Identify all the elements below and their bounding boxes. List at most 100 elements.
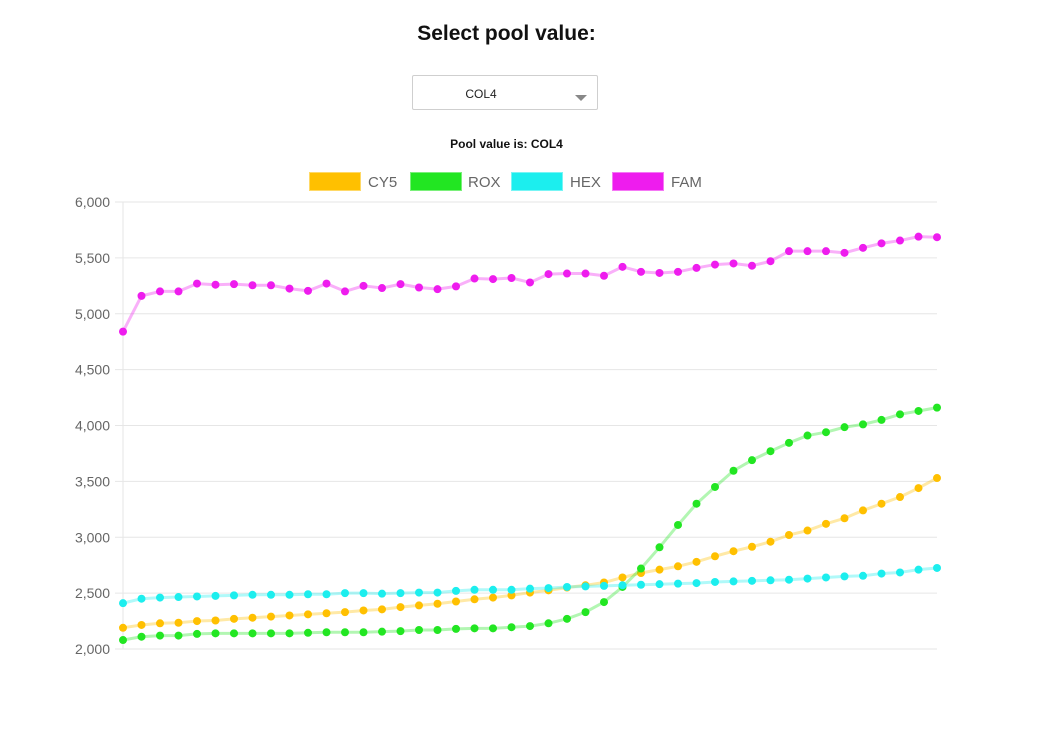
data-point[interactable]: [137, 632, 146, 641]
data-point[interactable]: [600, 271, 608, 280]
data-point[interactable]: [507, 591, 516, 600]
data-point[interactable]: [396, 280, 405, 289]
data-point[interactable]: [507, 623, 516, 632]
data-point[interactable]: [803, 526, 812, 535]
data-point[interactable]: [896, 236, 904, 245]
data-point[interactable]: [655, 268, 664, 277]
data-point[interactable]: [267, 629, 275, 638]
data-point[interactable]: [507, 585, 516, 594]
data-point[interactable]: [711, 260, 719, 269]
data-point[interactable]: [729, 547, 738, 556]
data-point[interactable]: [211, 616, 220, 625]
data-point[interactable]: [378, 589, 386, 598]
data-point[interactable]: [692, 499, 701, 508]
data-point[interactable]: [526, 278, 534, 287]
data-point[interactable]: [729, 259, 738, 268]
data-point[interactable]: [711, 577, 719, 586]
data-point[interactable]: [933, 474, 941, 483]
data-point[interactable]: [359, 589, 368, 598]
legend-item-rox[interactable]: ROX: [410, 172, 501, 191]
legend-item-cy5[interactable]: CY5: [309, 172, 397, 191]
data-point[interactable]: [156, 287, 164, 296]
data-point[interactable]: [267, 590, 275, 599]
data-point[interactable]: [174, 287, 183, 296]
data-point[interactable]: [211, 629, 220, 638]
data-point[interactable]: [452, 282, 460, 291]
data-point[interactable]: [637, 267, 645, 276]
data-point[interactable]: [859, 571, 867, 580]
data-point[interactable]: [322, 590, 331, 599]
data-point[interactable]: [600, 581, 608, 590]
data-point[interactable]: [729, 466, 738, 475]
data-point[interactable]: [859, 243, 867, 252]
data-point[interactable]: [211, 591, 220, 600]
data-point[interactable]: [563, 582, 571, 591]
data-point[interactable]: [840, 423, 849, 432]
data-point[interactable]: [267, 281, 275, 290]
data-point[interactable]: [433, 285, 442, 294]
data-point[interactable]: [378, 284, 386, 293]
data-point[interactable]: [137, 620, 146, 629]
data-point[interactable]: [193, 629, 201, 638]
data-point[interactable]: [119, 327, 127, 336]
data-point[interactable]: [322, 609, 331, 618]
data-point[interactable]: [840, 248, 849, 257]
data-point[interactable]: [396, 627, 405, 636]
data-point[interactable]: [156, 619, 164, 628]
data-point[interactable]: [193, 279, 201, 288]
data-point[interactable]: [359, 628, 368, 637]
data-point[interactable]: [304, 286, 312, 295]
data-point[interactable]: [470, 595, 479, 604]
data-point[interactable]: [341, 589, 349, 598]
data-point[interactable]: [581, 269, 590, 278]
data-point[interactable]: [119, 623, 127, 632]
data-point[interactable]: [341, 628, 349, 637]
data-point[interactable]: [803, 431, 812, 440]
data-point[interactable]: [859, 506, 867, 515]
data-point[interactable]: [859, 420, 867, 429]
data-point[interactable]: [766, 537, 775, 546]
data-point[interactable]: [692, 557, 701, 566]
data-point[interactable]: [378, 605, 386, 614]
data-point[interactable]: [877, 415, 886, 424]
data-point[interactable]: [341, 608, 349, 617]
data-point[interactable]: [785, 247, 793, 256]
data-point[interactable]: [877, 239, 886, 248]
data-point[interactable]: [248, 590, 257, 599]
data-point[interactable]: [933, 403, 941, 412]
data-point[interactable]: [230, 591, 238, 600]
data-point[interactable]: [304, 628, 312, 637]
data-point[interactable]: [914, 406, 923, 415]
data-point[interactable]: [248, 613, 257, 622]
data-point[interactable]: [174, 618, 183, 627]
data-point[interactable]: [433, 626, 442, 635]
data-point[interactable]: [211, 280, 220, 289]
data-point[interactable]: [748, 542, 756, 551]
data-point[interactable]: [526, 584, 534, 593]
data-point[interactable]: [230, 280, 238, 289]
data-point[interactable]: [637, 580, 645, 589]
data-point[interactable]: [840, 572, 849, 581]
data-point[interactable]: [137, 291, 146, 300]
data-point[interactable]: [359, 281, 368, 290]
data-point[interactable]: [378, 627, 386, 636]
data-point[interactable]: [618, 262, 627, 271]
data-point[interactable]: [489, 275, 497, 284]
data-point[interactable]: [674, 520, 682, 529]
data-point[interactable]: [470, 585, 479, 594]
data-point[interactable]: [914, 484, 923, 493]
data-point[interactable]: [193, 617, 201, 626]
data-point[interactable]: [267, 612, 275, 621]
data-point[interactable]: [692, 263, 701, 272]
data-point[interactable]: [914, 232, 923, 241]
data-point[interactable]: [415, 588, 423, 597]
data-point[interactable]: [803, 247, 812, 256]
data-point[interactable]: [766, 576, 775, 585]
data-point[interactable]: [674, 579, 682, 588]
data-point[interactable]: [304, 610, 312, 619]
legend-item-fam[interactable]: FAM: [612, 172, 702, 191]
data-point[interactable]: [304, 590, 312, 599]
data-point[interactable]: [822, 247, 830, 256]
data-point[interactable]: [507, 273, 516, 282]
data-point[interactable]: [896, 410, 904, 419]
